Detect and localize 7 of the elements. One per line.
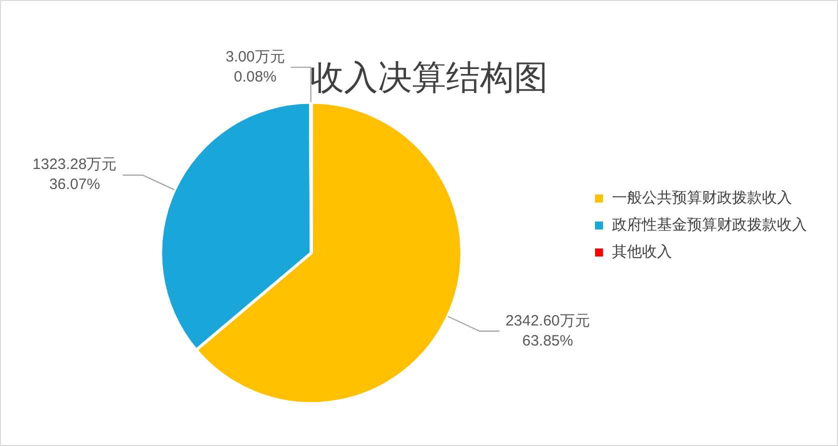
legend-label: 政府性基金预算财政拨款收入	[612, 215, 807, 234]
legend-label: 一般公共预算财政拨款收入	[612, 188, 792, 206]
legend-label: 其他收入	[612, 242, 672, 260]
data-label: 2342.60万元 63.85%	[506, 312, 590, 350]
data-label: 3.00万元 0.08%	[226, 48, 285, 86]
data-label: 1323.28万元 36.07%	[32, 156, 117, 194]
chart-title: 收入决算结构图	[310, 58, 548, 98]
